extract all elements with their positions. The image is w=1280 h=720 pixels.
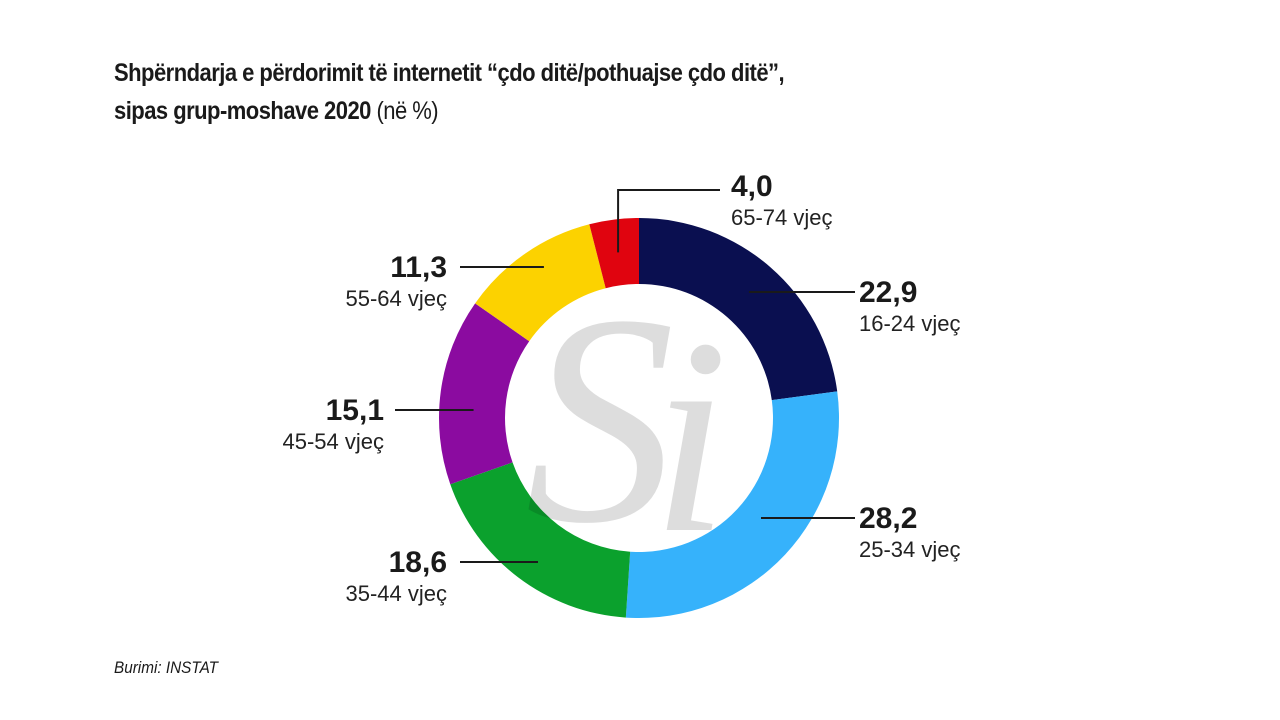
watermark-logo: S i (525, 253, 729, 591)
slices (439, 218, 839, 619)
source-note: Burimi: INSTAT (114, 658, 218, 677)
chart-title: Shpërndarja e përdorimit të internetit “… (114, 54, 785, 130)
data-label-value: 15,1 (326, 394, 384, 427)
slice-16-24 (639, 218, 838, 401)
data-label-value: 18,6 (389, 546, 447, 579)
labels: 22,916-24 vjeç 28,225-34 vjeç 18,635-44 vj… (282, 170, 960, 606)
slice-65-74 (589, 218, 639, 289)
slice-25-34 (625, 391, 839, 619)
slice-45-54 (439, 303, 530, 485)
data-label-category: 25-34 vjeç (859, 537, 961, 562)
data-label-category: 55-64 vjeç (345, 286, 447, 311)
title-line-2-text: sipas grup-moshave 2020 (114, 97, 371, 125)
title-line-1: Shpërndarja e përdorimit të internetit “… (114, 59, 785, 87)
data-label-category: 35-44 vjeç (345, 581, 447, 606)
svg-text:i: i (651, 280, 729, 591)
data-label-value: 4,0 (731, 170, 773, 203)
data-label-category: 16-24 vjeç (859, 311, 961, 336)
data-label-value: 28,2 (859, 502, 917, 535)
leader-line (617, 189, 720, 253)
title-unit: (në %) (376, 97, 439, 125)
data-label-value: 22,9 (859, 276, 917, 309)
slice-35-44 (450, 462, 631, 618)
svg-text:S: S (525, 253, 675, 585)
data-label-value: 11,3 (390, 251, 447, 284)
slice-55-64 (475, 224, 606, 342)
data-label-category: 65-74 vjeç (731, 205, 833, 230)
data-label-category: 45-54 vjeç (282, 429, 384, 454)
title-line-2: sipas grup-moshave 2020 (në %) (114, 92, 784, 130)
